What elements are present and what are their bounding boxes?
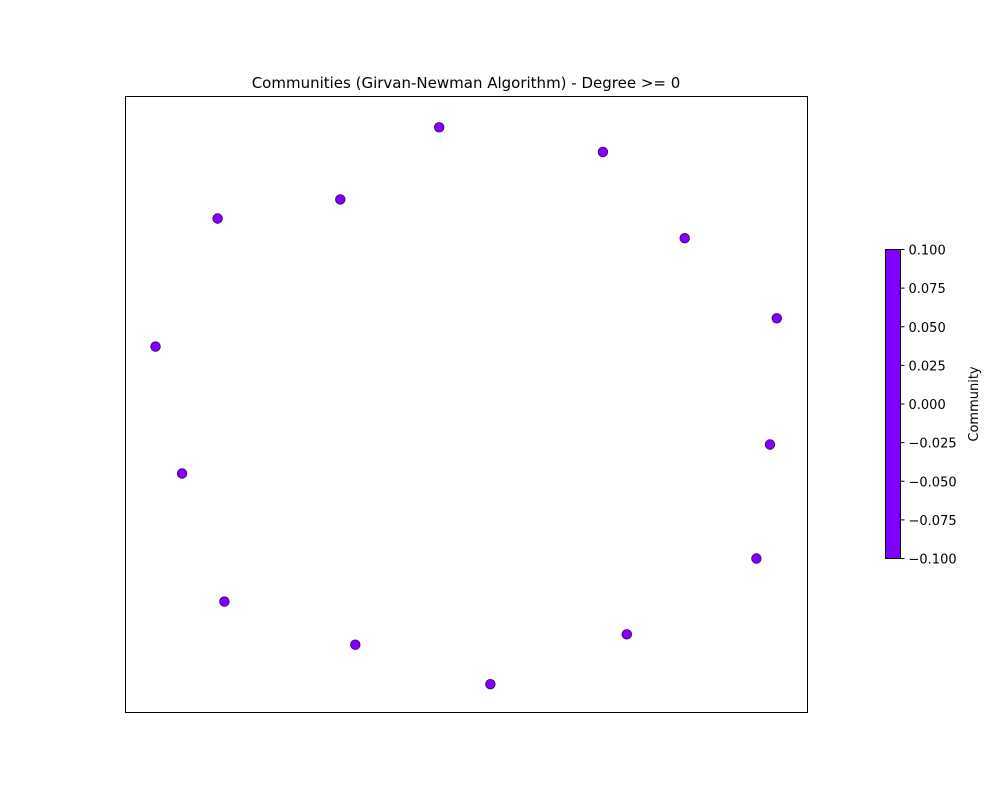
- colorbar-tick-label-7: −0.075: [909, 514, 957, 529]
- colorbar-tick-label-5: −0.025: [909, 437, 957, 452]
- colorbar-tick-label-6: −0.050: [909, 475, 957, 490]
- node-point-1: [597, 146, 609, 158]
- plot-area: [125, 96, 808, 713]
- node-point-3: [771, 313, 783, 324]
- node-point-10: [176, 468, 188, 479]
- colorbar-tick-label-2: 0.050: [909, 321, 946, 336]
- node-point-11: [150, 341, 161, 352]
- node-point-5: [751, 553, 762, 564]
- node-point-12: [212, 213, 223, 224]
- node-point-8: [350, 639, 361, 650]
- node-point-2: [679, 232, 690, 244]
- node-point-9: [219, 596, 230, 607]
- colorbar-tick-label-8: −0.100: [909, 553, 957, 568]
- node-point-0: [434, 122, 445, 133]
- chart-title: Communities (Girvan-Newman Algorithm) - …: [252, 74, 681, 92]
- colorbar-tick-label-1: 0.075: [909, 282, 946, 297]
- nodes-layer: [150, 122, 783, 690]
- colorbar-tick-label-3: 0.025: [909, 359, 946, 374]
- colorbar: [885, 249, 901, 559]
- colorbar-tick-label-4: 0.000: [909, 398, 946, 413]
- node-point-4: [764, 439, 776, 450]
- node-point-6: [621, 629, 633, 640]
- colorbar-label: Community: [967, 366, 982, 442]
- node-point-13: [335, 194, 346, 205]
- colorbar-ticks: 0.100 0.075 0.050 0.025 0.000 −0.025 −0.050 −0.…: [900, 244, 957, 568]
- node-point-7: [485, 679, 496, 690]
- colorbar-tick-label-0: 0.100: [909, 244, 946, 259]
